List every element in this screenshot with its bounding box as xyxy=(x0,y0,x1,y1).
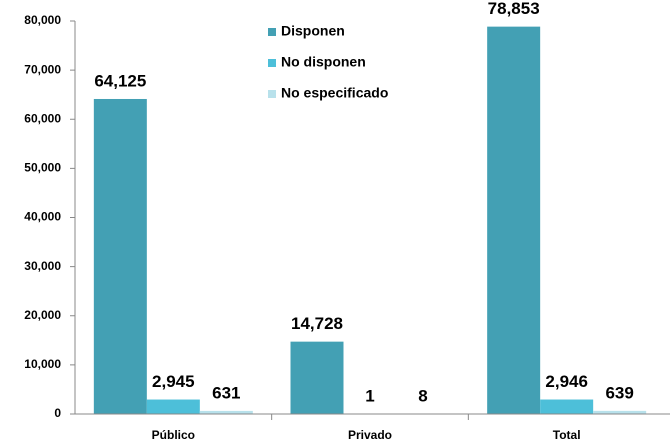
x-tick-label: Privado xyxy=(348,428,392,442)
value-label: 639 xyxy=(605,383,633,402)
value-label: 2,945 xyxy=(152,372,195,391)
legend-swatch xyxy=(268,90,276,98)
value-label: 1 xyxy=(365,386,374,405)
value-label: 8 xyxy=(418,386,427,405)
legend-label: Disponen xyxy=(281,23,345,39)
x-tick-label: Público xyxy=(152,428,195,442)
bar xyxy=(593,410,647,414)
bar xyxy=(146,399,200,414)
value-label: 64,125 xyxy=(94,71,146,90)
bar xyxy=(290,341,344,414)
legend-swatch xyxy=(268,28,276,36)
y-tick-label: 40,000 xyxy=(24,210,61,224)
y-tick-label: 60,000 xyxy=(24,111,61,125)
value-label: 2,946 xyxy=(545,372,588,391)
value-label: 78,853 xyxy=(488,0,540,18)
y-tick-label: 20,000 xyxy=(24,308,61,322)
y-tick-label: 0 xyxy=(54,406,61,420)
y-tick-label: 70,000 xyxy=(24,62,61,76)
bar xyxy=(93,98,147,415)
bar xyxy=(487,26,541,414)
legend-label: No disponen xyxy=(281,54,366,70)
legend-label: No especificado xyxy=(281,85,388,101)
y-tick-label: 30,000 xyxy=(24,259,61,273)
y-tick-label: 80,000 xyxy=(24,13,61,27)
legend-swatch xyxy=(268,59,276,67)
y-tick-label: 10,000 xyxy=(24,357,61,371)
y-tick-label: 50,000 xyxy=(24,161,61,175)
x-tick-label: Total xyxy=(553,428,581,442)
bar xyxy=(540,399,594,414)
bar xyxy=(199,410,253,414)
value-label: 631 xyxy=(212,383,240,402)
value-label: 14,728 xyxy=(291,314,343,333)
